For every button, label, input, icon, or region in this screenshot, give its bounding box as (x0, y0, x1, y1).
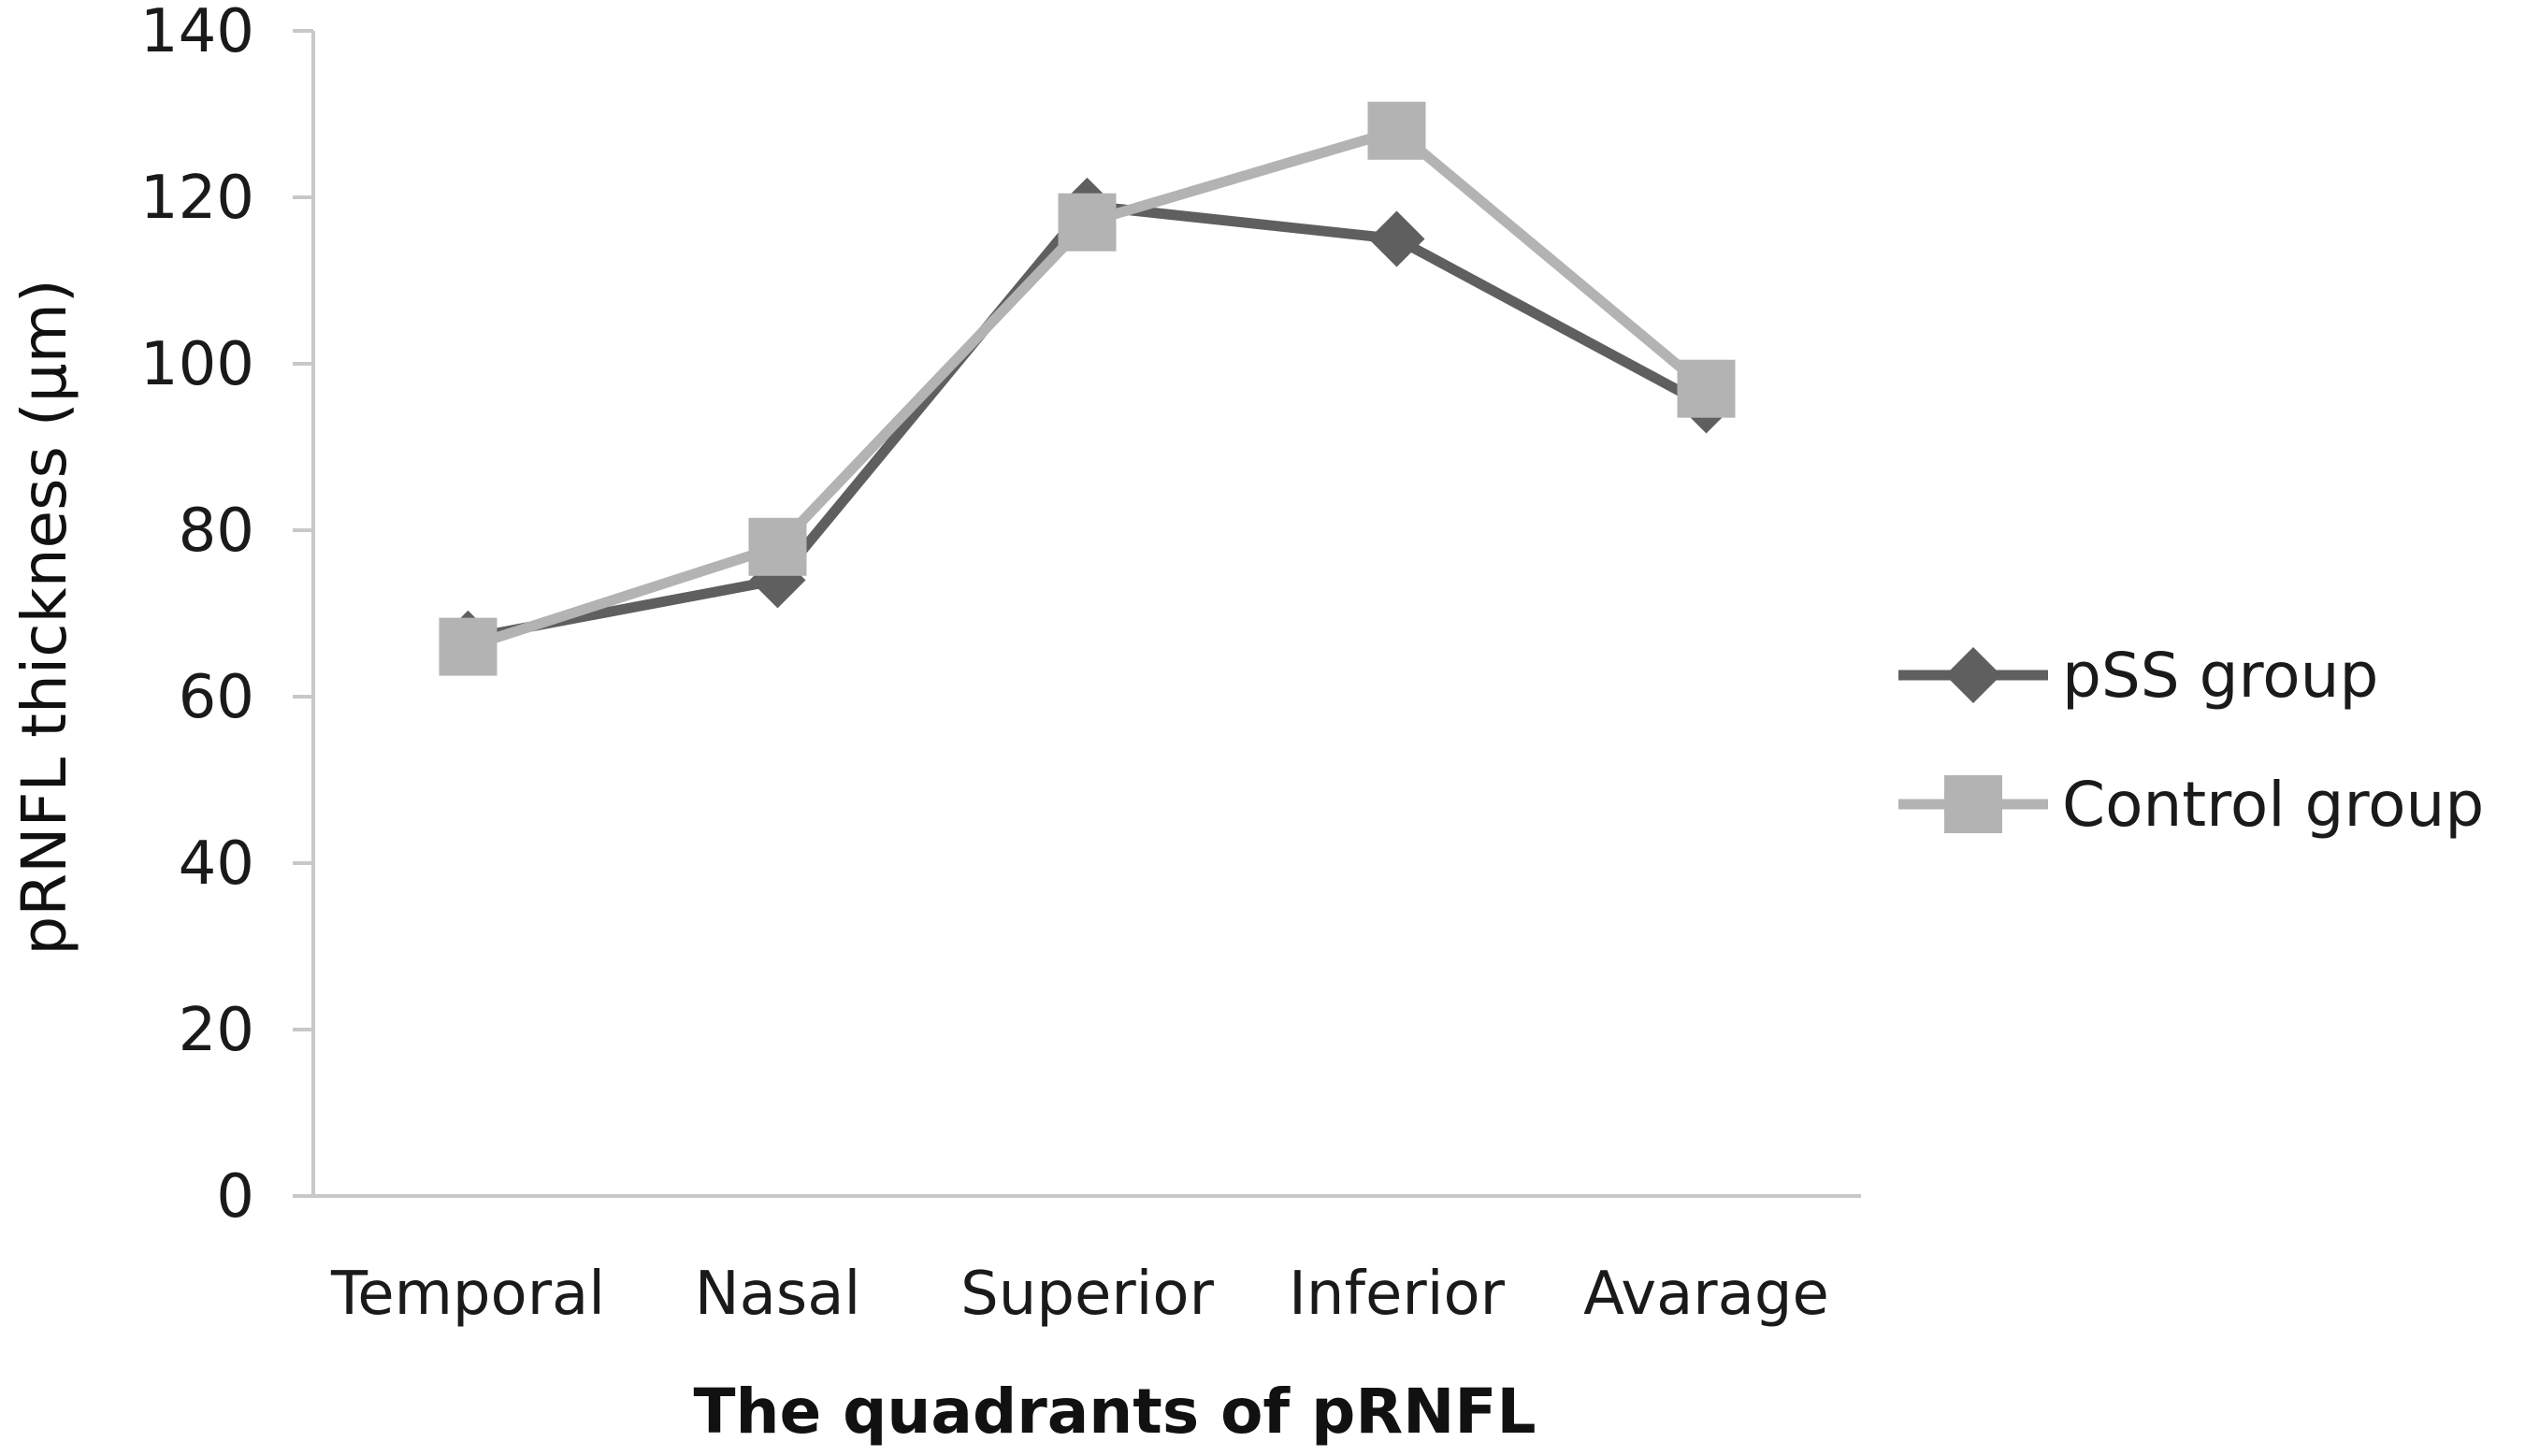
legend: pSS group Control group (1898, 640, 2484, 841)
data-point (439, 617, 498, 676)
series-control-group (439, 101, 1736, 676)
y-axis-ticks: 0 20 40 60 80 100 120 140 (140, 0, 313, 1232)
data-point (1058, 193, 1117, 252)
data-point (1367, 101, 1426, 160)
data-point (1368, 210, 1425, 267)
legend-label: pSS group (2062, 640, 2378, 712)
axes (311, 31, 1861, 1198)
legend-item: Control group (1898, 769, 2484, 841)
x-tick-label: Nasal (695, 1260, 860, 1329)
y-tick-label: 80 (179, 497, 254, 566)
x-axis-ticks: Temporal Nasal Superior Inferior Avarage (330, 1260, 1829, 1329)
legend-marker (1944, 775, 2002, 833)
legend-marker (1945, 647, 2001, 703)
data-point (748, 517, 807, 576)
data-point (1677, 359, 1736, 418)
x-tick-label: Temporal (330, 1260, 605, 1329)
series-line (463, 200, 1711, 644)
y-tick-label: 40 (179, 829, 254, 899)
y-tick-label: 140 (140, 0, 254, 66)
y-tick-label: 100 (140, 330, 254, 399)
y-tick-label: 0 (216, 1162, 254, 1232)
y-axis-title: pRNFL thickness (μm) (8, 279, 80, 955)
x-tick-label: Superior (960, 1260, 1214, 1329)
y-tick-label: 120 (140, 164, 254, 233)
y-tick-label: 60 (179, 663, 254, 732)
legend-item: pSS group (1898, 640, 2378, 712)
x-tick-label: Inferior (1289, 1260, 1506, 1329)
x-axis-title: The quadrants of pRNFL (693, 1376, 1536, 1448)
y-tick-label: 20 (179, 996, 254, 1065)
x-tick-label: Avarage (1583, 1260, 1829, 1329)
series-layer (439, 101, 1736, 676)
legend-label: Control group (2062, 769, 2484, 841)
